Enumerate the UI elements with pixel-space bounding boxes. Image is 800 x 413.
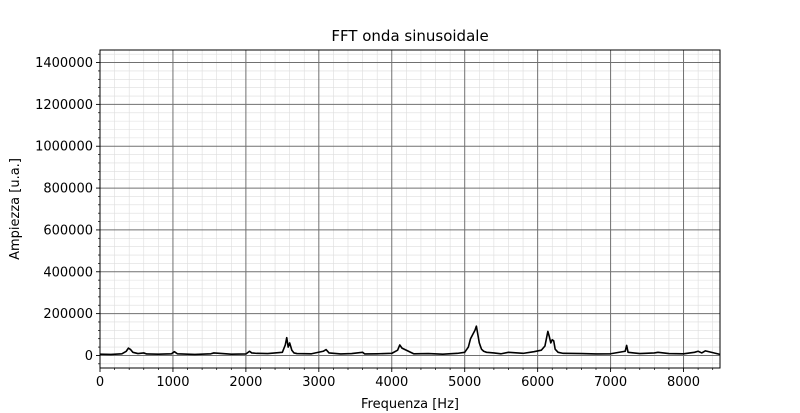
x-tick-label: 2000 [229, 375, 262, 390]
series-line [99, 325, 721, 356]
y-tick-label: 0 [85, 349, 93, 364]
x-tick-label: 5000 [448, 375, 481, 390]
y-axis-ticks: 0 200000 400000 600000 800000 1000000 1200000 1… [35, 53, 100, 365]
x-axis-ticks: 0 1000 2000 3000 4000 5000 6000 7000 8000 [96, 368, 714, 390]
y-tick-label: 400000 [43, 265, 93, 280]
y-tick-label: 800000 [43, 182, 93, 197]
x-tick-label: 3000 [302, 375, 335, 390]
y-tick-label: 600000 [43, 223, 93, 238]
x-tick-label: 7000 [594, 375, 627, 390]
x-tick-label: 1000 [156, 375, 189, 390]
x-tick-label: 4000 [375, 375, 408, 390]
y-axis-label: Ampiezza [u.a.] [8, 158, 23, 260]
x-tick-label: 6000 [521, 375, 554, 390]
y-tick-label: 1400000 [35, 56, 93, 71]
plot-frame [99, 49, 721, 369]
minor-grid [100, 50, 720, 368]
chart-title: FFT onda sinusoidale [331, 27, 488, 45]
x-tick-label: 8000 [667, 375, 700, 390]
y-tick-label: 200000 [43, 307, 93, 322]
y-tick-label: 1200000 [35, 98, 93, 113]
x-axis-label: Frequenza [Hz] [361, 397, 459, 412]
y-tick-label: 1000000 [35, 140, 93, 155]
x-tick-label: 0 [96, 375, 104, 390]
